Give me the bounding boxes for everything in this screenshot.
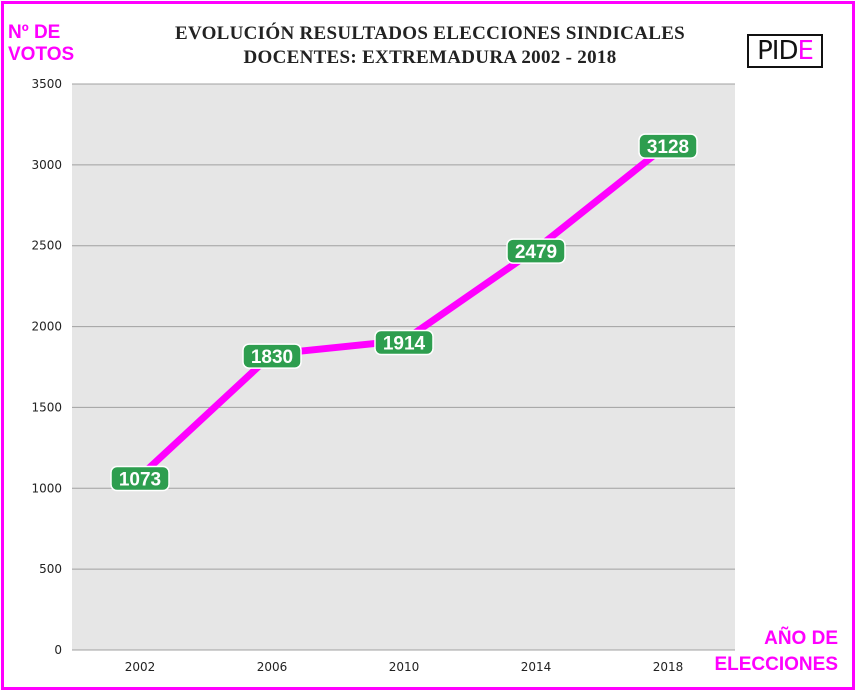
y-tick-label: 1500 — [31, 400, 62, 414]
data-label-bg — [110, 465, 170, 492]
x-tick-label: 2018 — [653, 660, 684, 674]
logo-text: PID — [757, 36, 798, 66]
y-tick-label: 0 — [54, 643, 62, 657]
x-tick-label: 2002 — [125, 660, 156, 674]
data-label-bg — [506, 238, 566, 264]
y-axis-title-line-1: Nº DE — [8, 22, 61, 43]
y-tick-label: 2500 — [31, 239, 62, 253]
y-tick-label: 3000 — [31, 158, 62, 172]
x-axis-title-line-2: ELECCIONES — [714, 654, 838, 675]
data-label: 3128 — [647, 137, 689, 158]
chart-title: EVOLUCIÓN RESULTADOS ELECCIONES SINDICAL… — [110, 22, 750, 70]
data-label: 1914 — [383, 333, 426, 354]
data-label-bg — [374, 329, 434, 356]
data-label: 2479 — [515, 242, 557, 263]
data-label: 1073 — [119, 469, 161, 490]
x-tick-label: 2006 — [257, 660, 288, 674]
x-tick-label: 2014 — [521, 660, 552, 674]
chart-title-line-1: EVOLUCIÓN RESULTADOS ELECCIONES SINDICAL… — [174, 23, 686, 44]
y-tick-label: 3500 — [31, 77, 62, 91]
y-tick-label: 1000 — [31, 481, 62, 495]
y-axis-title: Nº DE VOTOS — [8, 22, 74, 66]
data-label: 1830 — [251, 347, 293, 368]
x-axis-title: AÑO DE ELECCIONES — [714, 626, 838, 678]
pide-logo: PID E — [747, 34, 823, 68]
y-tick-label: 500 — [39, 562, 62, 576]
y-axis-title-line-2: VOTOS — [8, 44, 75, 65]
x-tick-label: 2010 — [389, 660, 420, 674]
logo-text-accent: E — [797, 36, 813, 66]
data-label-bg — [638, 133, 698, 159]
data-label-bg — [242, 343, 302, 369]
y-tick-label: 2000 — [31, 320, 62, 334]
x-axis-title-line-1: AÑO DE — [764, 628, 838, 649]
chart-title-line-2: DOCENTES: EXTREMADURA 2002 - 2018 — [243, 47, 617, 68]
